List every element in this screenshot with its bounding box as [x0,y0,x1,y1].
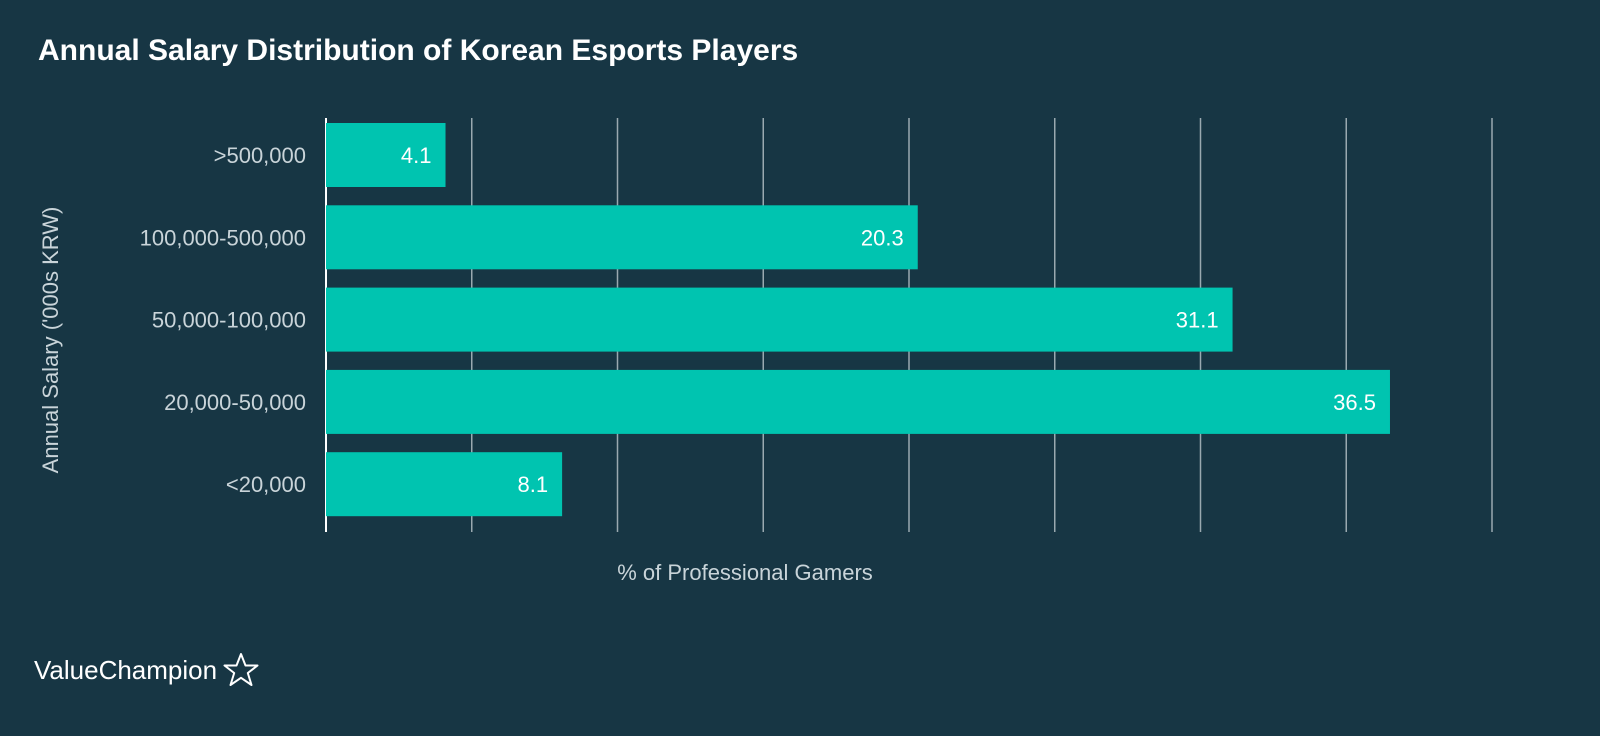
y-axis-title: Annual Salary ('000s KRW) [38,207,63,474]
value-labels: 4.1 20.3 31.1 36.5 8.1 [401,143,1376,497]
bar [326,369,1390,434]
category-label: <20,000 [226,472,306,497]
value-label: 4.1 [401,143,432,168]
category-label: 100,000-500,000 [140,225,306,250]
bar [326,287,1233,352]
value-label: 31.1 [1176,308,1219,333]
brand-name: ValueChampion [34,654,218,685]
category-labels: >500,000 100,000-500,000 50,000-100,000 20,… [140,143,306,497]
x-axis-title: % of Professional Gamers [617,560,873,585]
bar [326,205,918,270]
value-label: 20.3 [861,225,904,250]
brand-logo: ValueChampion [34,652,259,688]
value-label: 8.1 [518,472,549,497]
star-outline-icon [223,652,259,688]
bar [326,123,446,187]
bar [326,452,563,517]
bars [326,123,1390,517]
category-label: >500,000 [214,143,306,168]
category-label: 50,000-100,000 [152,308,306,333]
value-label: 36.5 [1333,390,1376,415]
category-label: 20,000-50,000 [164,390,306,415]
chart-title: Annual Salary Distribution of Korean Esp… [38,34,799,67]
